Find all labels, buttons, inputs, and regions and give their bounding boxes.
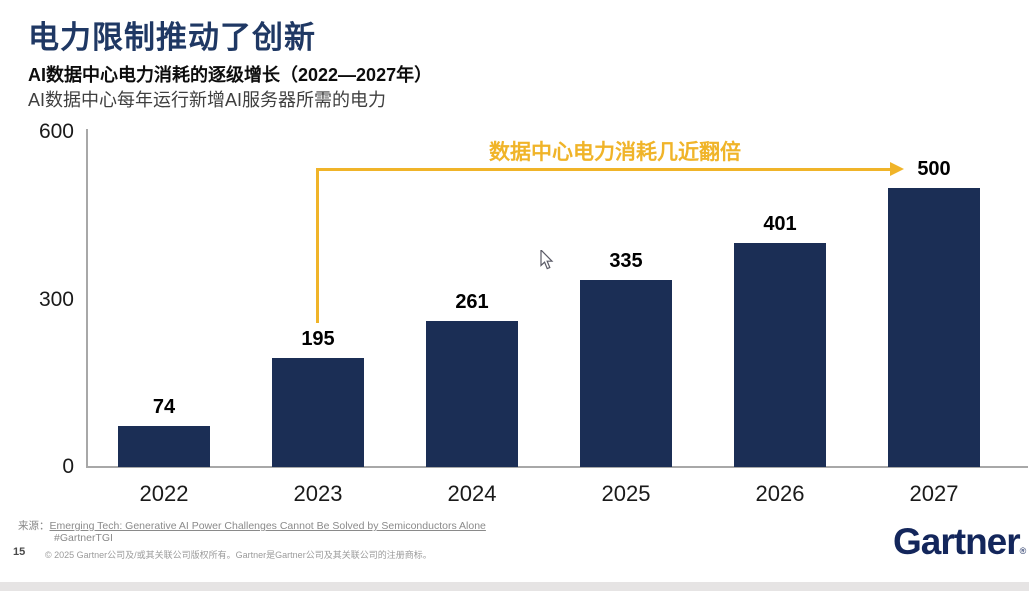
mouse-cursor-icon [540,250,554,270]
x-axis-tick-label: 2025 [601,481,651,506]
source-link[interactable]: Emerging Tech: Generative AI Power Chall… [49,520,486,532]
y-axis-tick-label: 300 [38,287,74,311]
bar-2022 [118,426,210,467]
annotation-arrow-head-icon [890,162,904,176]
annotation-arrow-vertical [316,169,319,323]
chart-subtitle: AI数据中心每年运行新增AI服务器所需的电力 [28,90,387,110]
x-axis-tick-label: 2027 [909,481,959,506]
page-title: 电力限制推动了创新 [28,20,316,55]
bar-2027 [888,188,980,467]
y-axis-tick-label: 600 [38,120,74,143]
x-axis-line [86,466,1028,468]
bar-value-label: 74 [152,396,176,418]
x-axis-tick-label: 2024 [447,481,497,506]
bar-2025 [580,280,672,467]
annotation-text: 数据中心电力消耗几近翻倍 [489,141,741,164]
source-label: 来源： [18,520,50,532]
x-axis-tick-label: 2023 [293,481,343,506]
bar-value-label: 335 [609,250,643,272]
page-number: 15 [13,546,26,558]
bar-2023 [272,358,364,467]
bar-2026 [734,243,826,467]
hashtag-label: #GartnerTGI [54,532,113,544]
bottom-edge-strip [0,582,1029,591]
y-axis-line [86,129,88,468]
gartner-logo: Gartner® [893,521,1026,563]
bar-value-label: 401 [763,213,797,235]
gartner-logo-text: Gartner [893,521,1021,562]
y-axis-tick-label: 0 [62,455,74,478]
chart-title: AI数据中心电力消耗的逐级增长（2022—2027年） [28,65,433,85]
bar-value-label: 195 [301,328,335,350]
bar-value-label: 261 [455,291,489,313]
copyright-text: © 2025 Gartner公司及/或其关联公司版权所有。Gartner是Gar… [45,550,432,560]
bar-value-label: 500 [917,158,951,180]
x-axis-tick-label: 2026 [755,481,805,506]
annotation-arrow-horizontal [316,168,892,171]
x-axis-tick-label: 2022 [139,481,189,506]
source-row: 来源：Emerging Tech: Generative AI Power Ch… [18,518,486,533]
bar-2024 [426,321,518,467]
registered-trademark-icon: ® [1019,546,1027,556]
